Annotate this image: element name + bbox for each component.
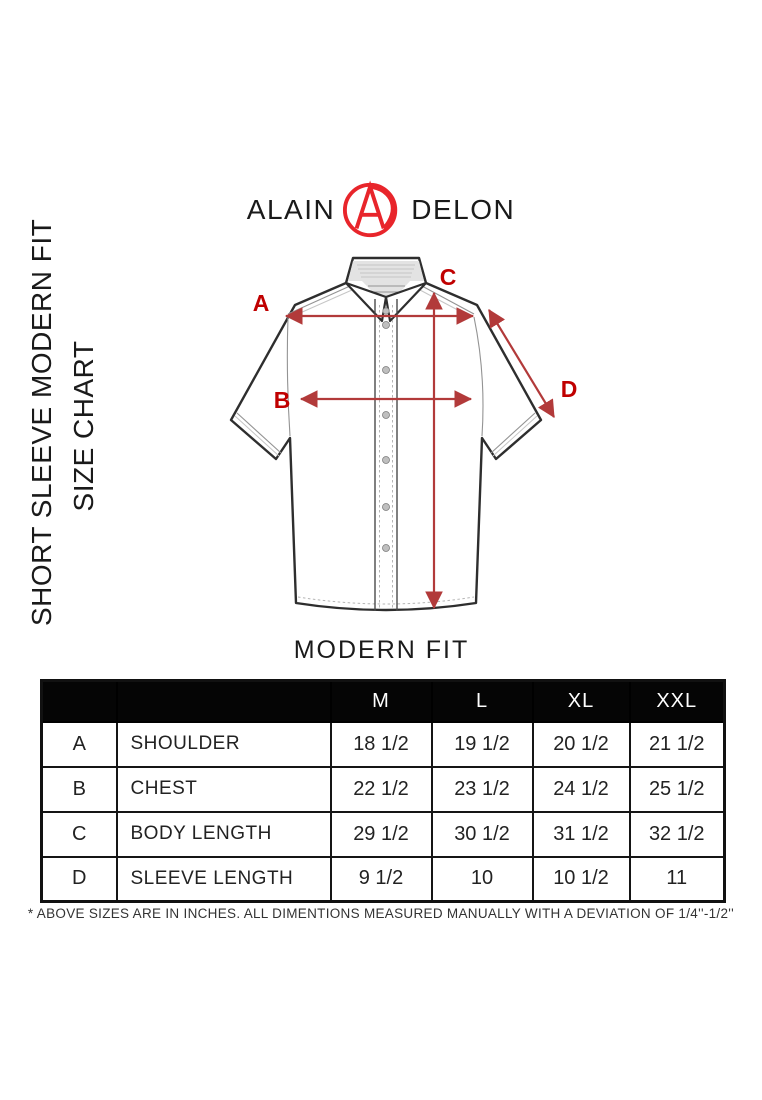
collar-band [348,261,424,281]
right-cuff-stitch [490,412,536,454]
brand-monogram-icon [343,180,398,238]
table-row: C BODY LENGTH 29 1/2 30 1/2 31 1/2 32 1/2 [40,810,726,858]
brand-word-delon: DELON [411,194,516,225]
size-value-cell: 24 1/2 [531,765,631,813]
size-value-cell: 19 1/2 [430,720,534,768]
button [382,307,390,315]
size-col-header: XL [531,679,631,723]
size-table-body: A SHOULDER 18 1/2 19 1/2 20 1/2 21 1/2 B CHEST 2… [40,720,726,903]
size-table: M L XL XXL A SHOULDER 18 1/2 19 1/2 20 1/2 21 1/… [40,679,726,903]
button [382,321,390,329]
button [382,366,390,374]
left-cuff-stitch [236,412,282,454]
size-value-cell: 10 1/2 [531,855,631,903]
size-col-header: XXL [628,679,726,723]
size-value-cell: 20 1/2 [531,720,631,768]
measure-label-b: B [274,387,291,413]
button [382,456,390,464]
row-key: C [40,810,118,858]
size-table-head-row: M L XL XXL [40,679,726,723]
footnote: * ABOVE SIZES ARE IN INCHES. ALL DIMENTI… [27,906,735,921]
measure-label-d: D [561,376,578,402]
size-value-cell: 10 [430,855,534,903]
size-value-cell: 23 1/2 [430,765,534,813]
size-col-header: M [329,679,433,723]
head-blank-key [40,679,118,723]
row-key: D [40,855,118,903]
sleeve-length-arrow [488,309,555,418]
table-row: B CHEST 22 1/2 23 1/2 24 1/2 25 1/2 [40,765,726,813]
row-key: A [40,720,118,768]
placket-stitch [379,305,393,609]
row-key: B [40,765,118,813]
side-title-line2: SIZE CHART [68,340,99,512]
button [382,503,390,511]
size-value-cell: 18 1/2 [329,720,433,768]
button [382,411,390,419]
measure-label-a: A [253,290,270,316]
size-value-cell: 21 1/2 [628,720,726,768]
fit-title: MODERN FIT [293,636,470,664]
row-name: SHOULDER [115,720,332,768]
brand-logo: ALAIN DELON [0,178,762,242]
hem-stitch [297,596,475,605]
table-row: D SLEEVE LENGTH 9 1/2 10 10 1/2 11 [40,855,726,903]
collar-band-hatch [357,264,415,278]
collar-inner [362,281,410,307]
shirt-diagram: A B C D [229,256,578,612]
size-value-cell: 9 1/2 [329,855,433,903]
head-blank-name [115,679,332,723]
size-value-cell: 22 1/2 [329,765,433,813]
size-value-cell: 31 1/2 [531,810,631,858]
size-value-cell: 11 [628,855,726,903]
side-title-line1: SHORT SLEEVE MODERN FIT [26,218,57,626]
placket [374,299,398,611]
left-armhole-seam [286,316,291,437]
size-value-cell: 32 1/2 [628,810,726,858]
right-armhole-seam [473,316,484,437]
size-value-cell: 25 1/2 [628,765,726,813]
measure-label-c: C [440,264,457,290]
size-col-header: L [430,679,534,723]
left-cuff-stitch2 [234,415,280,457]
table-row: A SHOULDER 18 1/2 19 1/2 20 1/2 21 1/2 [40,720,726,768]
size-value-cell: 30 1/2 [430,810,534,858]
side-title: SHORT SLEEVE MODERN FIT SIZE CHART [21,218,105,626]
size-value-cell: 29 1/2 [329,810,433,858]
right-cuff-stitch2 [492,415,538,457]
row-name: CHEST [115,765,332,813]
button [382,544,390,552]
row-name: BODY LENGTH [115,810,332,858]
row-name: SLEEVE LENGTH [115,855,332,903]
brand-word-alain: ALAIN [246,194,336,225]
